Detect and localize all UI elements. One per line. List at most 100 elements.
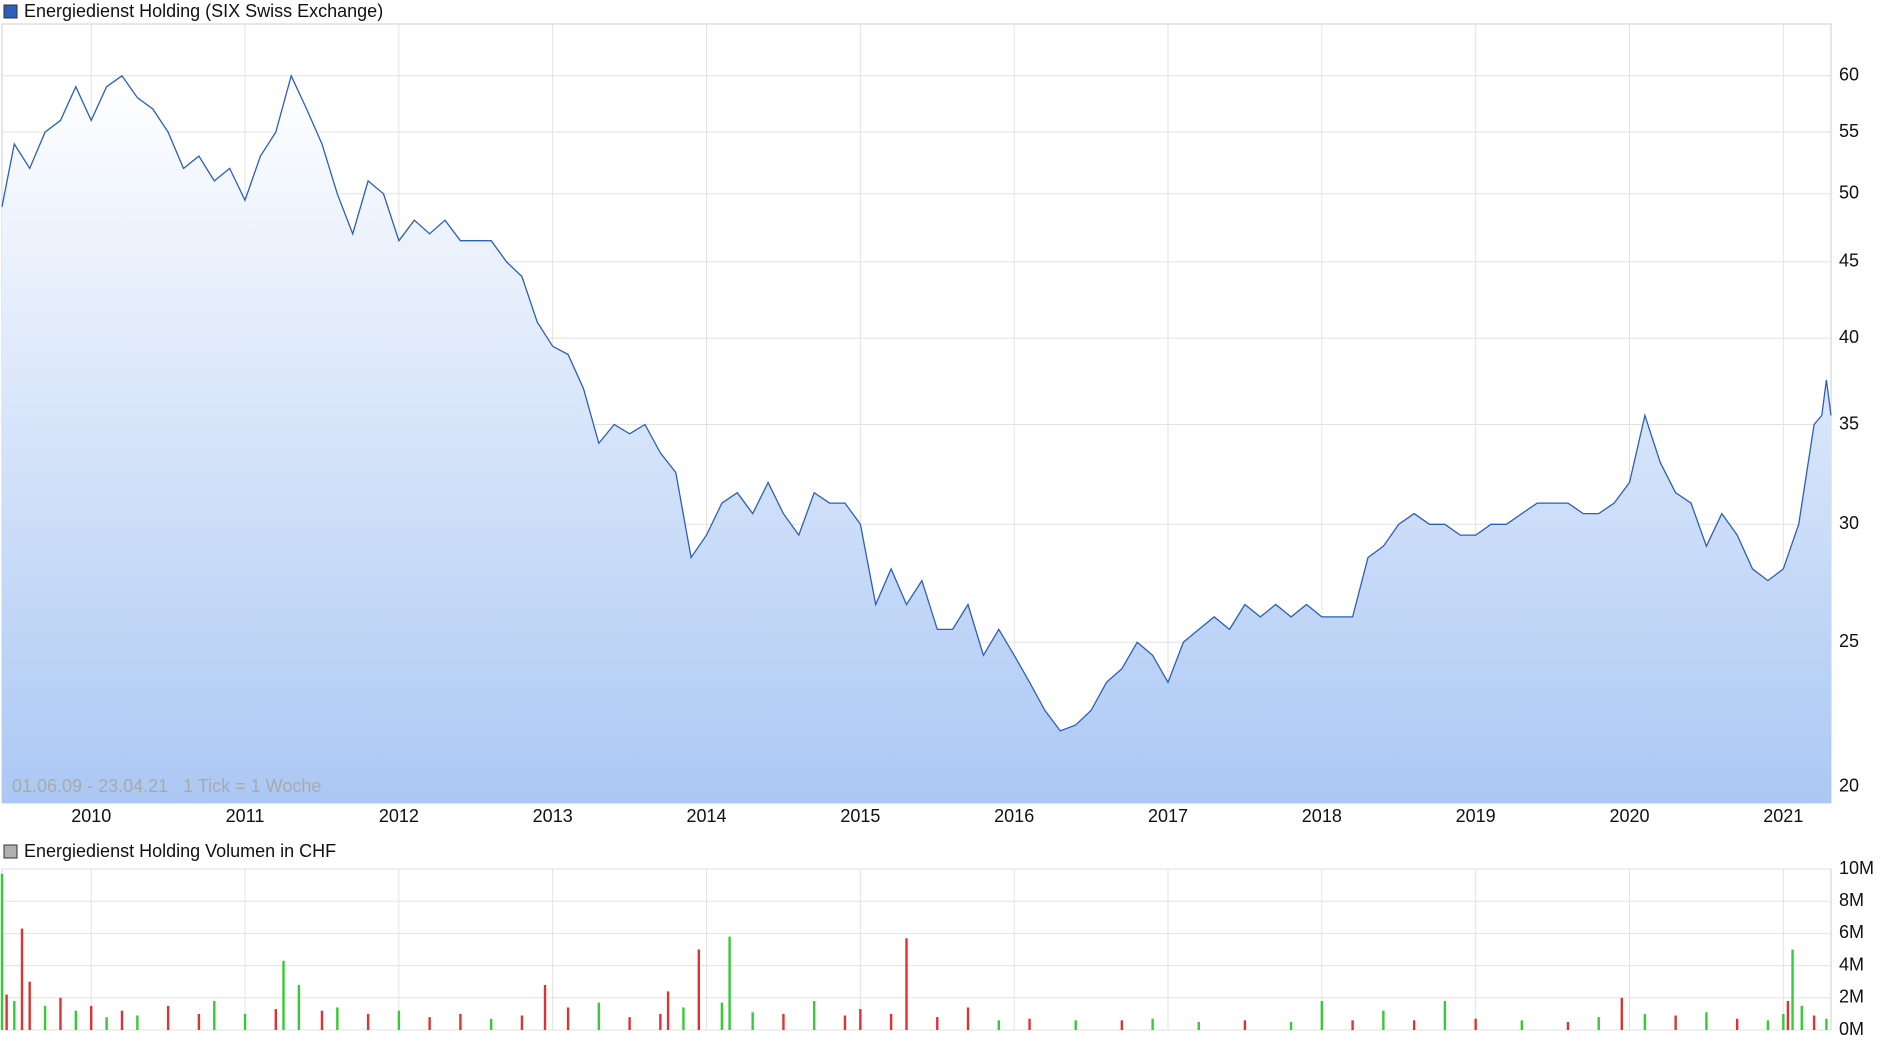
- y-tick-label: 2M: [1839, 987, 1864, 1007]
- volume-bar: [843, 1015, 847, 1030]
- volume-bar: [120, 1010, 124, 1030]
- y-tick-label: 35: [1839, 413, 1859, 433]
- volume-bar: [213, 1001, 216, 1030]
- volume-bar: [1705, 1012, 1708, 1030]
- volume-bar: [5, 994, 8, 1030]
- x-tick-label: 2011: [226, 806, 265, 826]
- y-tick-label: 20: [1839, 775, 1859, 795]
- volume-bar: [489, 1018, 493, 1030]
- volume-bar: [197, 1013, 201, 1030]
- plot-frame: [1, 868, 1832, 1031]
- y-tick-label: 10M: [1839, 858, 1874, 878]
- y-tick-label: 6M: [1839, 922, 1864, 942]
- volume-bar: [459, 1013, 462, 1030]
- y-tick-label: 4M: [1839, 954, 1864, 974]
- x-tick-label: 2020: [1609, 806, 1649, 826]
- volume-bar: [1597, 1017, 1600, 1030]
- volume-bar: [74, 1010, 78, 1030]
- volume-bar: [1791, 949, 1794, 1030]
- volume-bar: [936, 1017, 939, 1030]
- volume-bar: [1825, 1018, 1828, 1030]
- volume-bar: [997, 1020, 1000, 1030]
- volume-bar: [813, 1001, 816, 1030]
- legend-swatch: [3, 4, 18, 19]
- volume-bar: [1566, 1021, 1570, 1030]
- volume-bar: [166, 1005, 170, 1030]
- legend-label: Energiedienst Holding Volumen in CHF: [24, 841, 336, 861]
- y-tick-label: 25: [1839, 631, 1859, 651]
- volume-bar: [20, 928, 24, 1030]
- volume-bar: [282, 960, 285, 1030]
- volume-bar: [366, 1013, 370, 1030]
- volume-bar: [90, 1005, 93, 1030]
- volume-bar: [751, 1012, 754, 1030]
- volume-bar: [1735, 1018, 1739, 1030]
- volume-bar: [520, 1015, 524, 1030]
- volume-bar: [1766, 1020, 1770, 1030]
- volume-bar: [597, 1002, 601, 1030]
- volume-bar: [320, 1010, 324, 1030]
- y-tick-label: 30: [1839, 513, 1859, 533]
- volume-bar: [543, 984, 547, 1030]
- volume-bar: [243, 1013, 247, 1030]
- volume-bar: [666, 991, 670, 1030]
- volume-bar: [1443, 1001, 1447, 1030]
- y-tick-label: 8M: [1839, 890, 1864, 910]
- volume-bar: [1643, 1013, 1647, 1030]
- volume-bar: [628, 1017, 631, 1030]
- price-line: [1, 73, 1832, 732]
- x-tick-label: 2015: [840, 806, 880, 826]
- volume-bar: [859, 1009, 862, 1030]
- volume-bar: [1782, 1013, 1785, 1030]
- x-tick-label: 2014: [687, 806, 727, 826]
- volume-bar: [336, 1007, 339, 1030]
- y-tick-label: 55: [1839, 121, 1859, 141]
- volume-bar: [1812, 1015, 1816, 1030]
- volume-bar: [1382, 1010, 1385, 1030]
- volume-bar: [728, 936, 731, 1030]
- volume-bar: [889, 1013, 893, 1030]
- volume-bar: [1620, 997, 1623, 1030]
- y-tick-label: 45: [1839, 251, 1859, 271]
- volume-bar: [697, 949, 701, 1030]
- volume-bar: [1412, 1020, 1416, 1030]
- x-tick-label: 2010: [71, 806, 111, 826]
- volume-bar: [1474, 1018, 1477, 1030]
- volume-bar: [59, 997, 62, 1030]
- x-tick-label: 2012: [379, 806, 419, 826]
- y-tick-label: 50: [1839, 183, 1859, 203]
- volume-bar: [1674, 1015, 1677, 1030]
- volume-bar: [428, 1017, 431, 1030]
- volume-bar: [13, 1001, 16, 1030]
- x-tick-label: 2021: [1763, 806, 1803, 826]
- annotation: 01.06.09 - 23.04.21 1 Tick = 1 Woche: [12, 776, 321, 796]
- volume-bar: [966, 1007, 970, 1030]
- volume-bar: [1786, 1001, 1790, 1030]
- volume-bar: [720, 1002, 724, 1030]
- volume-bar: [1197, 1021, 1200, 1030]
- volume-bar: [43, 1005, 47, 1030]
- volume-bar: [136, 1015, 139, 1030]
- x-tick-label: 2019: [1456, 806, 1496, 826]
- x-tick-label: 2017: [1148, 806, 1188, 826]
- legend-swatch: [3, 844, 18, 859]
- volume-bar: [905, 938, 908, 1030]
- volume-bar: [0, 873, 4, 1030]
- volume-bar: [1028, 1018, 1031, 1030]
- y-tick-label: 40: [1839, 327, 1859, 347]
- volume-bar: [105, 1017, 108, 1030]
- volume-bar: [1243, 1020, 1247, 1030]
- volume-bar: [1520, 1020, 1524, 1030]
- x-tick-label: 2016: [994, 806, 1034, 826]
- volume-bar: [1289, 1021, 1293, 1030]
- y-tick-label: 0M: [1839, 1019, 1864, 1037]
- volume-bar: [1120, 1020, 1124, 1030]
- volume-bar: [1351, 1020, 1354, 1030]
- volume-bar: [566, 1007, 570, 1030]
- volume-bar: [28, 981, 31, 1030]
- y-tick-label: 60: [1839, 65, 1859, 85]
- volume-bar: [1074, 1020, 1077, 1030]
- volume-bar: [397, 1010, 401, 1030]
